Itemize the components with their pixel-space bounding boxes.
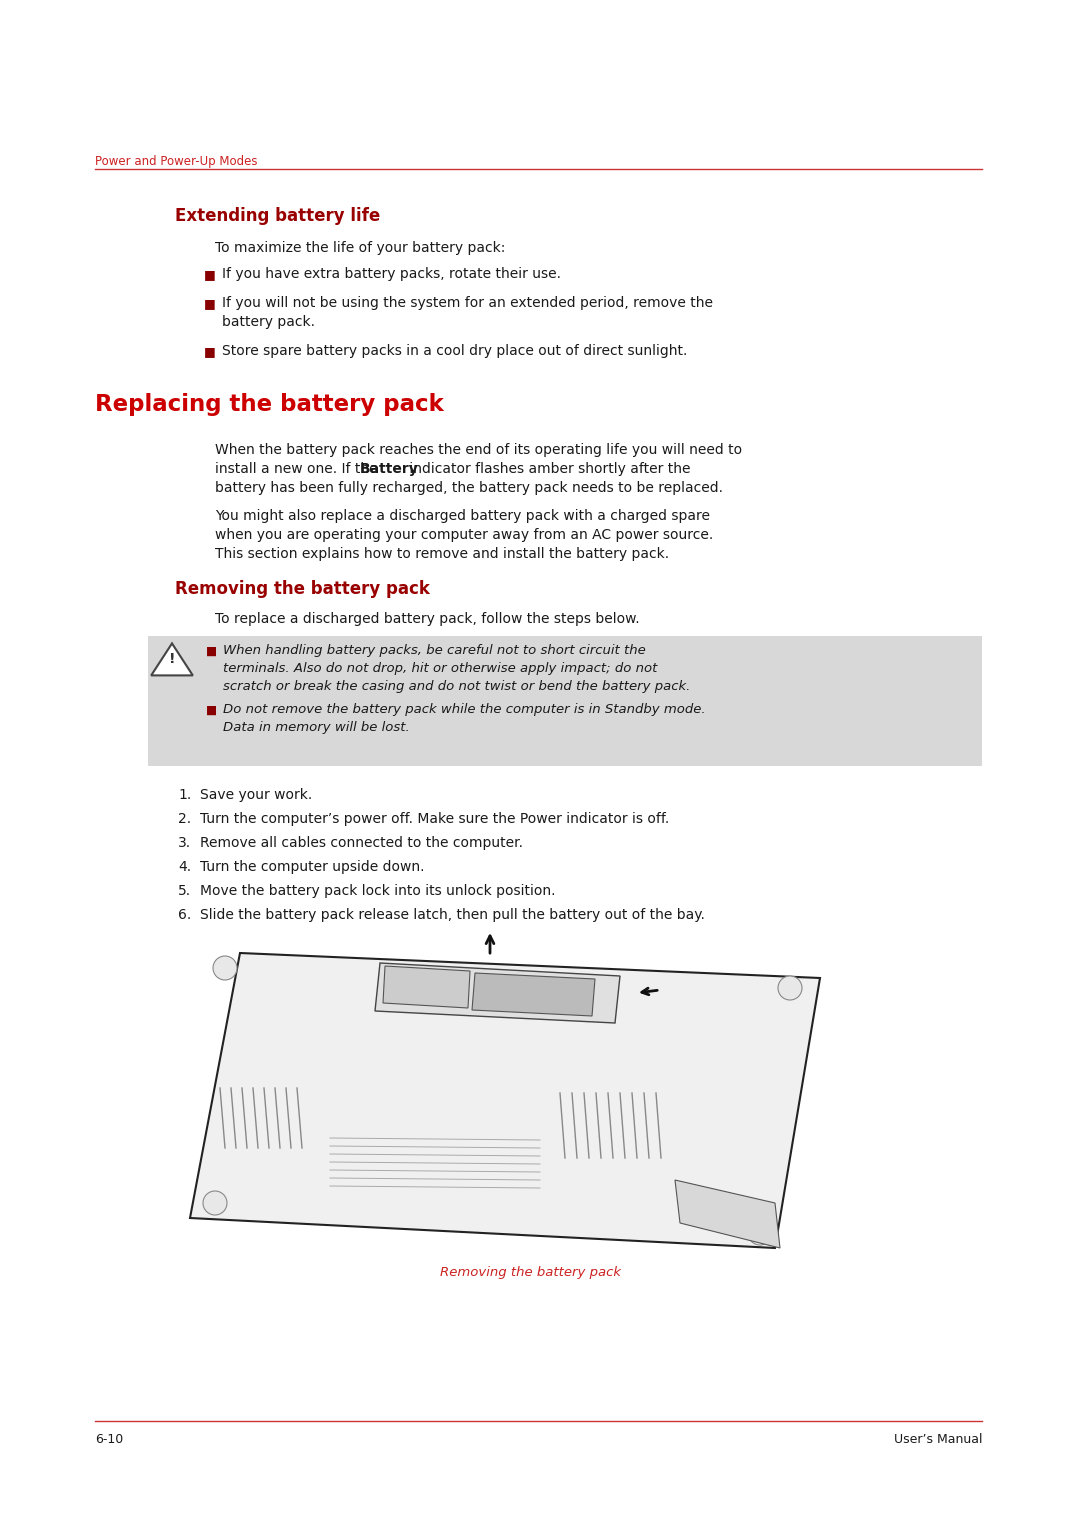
Text: When the battery pack reaches the end of its operating life you will need to: When the battery pack reaches the end of… bbox=[215, 443, 742, 457]
Text: 4.: 4. bbox=[178, 860, 191, 874]
Text: 2.: 2. bbox=[178, 811, 191, 827]
Text: install a new one. If the: install a new one. If the bbox=[215, 461, 382, 477]
Text: Remove all cables connected to the computer.: Remove all cables connected to the compu… bbox=[200, 836, 523, 850]
Polygon shape bbox=[151, 643, 193, 675]
Text: Save your work.: Save your work. bbox=[200, 788, 312, 802]
Text: To replace a discharged battery pack, follow the steps below.: To replace a discharged battery pack, fo… bbox=[215, 613, 639, 626]
Text: Extending battery life: Extending battery life bbox=[175, 206, 380, 225]
Circle shape bbox=[203, 1190, 227, 1215]
Polygon shape bbox=[675, 1180, 780, 1248]
Text: !: ! bbox=[168, 652, 175, 666]
Text: Move the battery pack lock into its unlock position.: Move the battery pack lock into its unlo… bbox=[200, 885, 555, 898]
Text: indicator flashes amber shortly after the: indicator flashes amber shortly after th… bbox=[405, 461, 690, 477]
Text: Do not remove the battery pack while the computer is in Standby mode.: Do not remove the battery pack while the… bbox=[222, 703, 705, 717]
Text: Turn the computer’s power off. Make sure the Power indicator is off.: Turn the computer’s power off. Make sure… bbox=[200, 811, 670, 827]
Polygon shape bbox=[375, 963, 620, 1024]
Text: ■: ■ bbox=[204, 345, 216, 358]
Text: battery pack.: battery pack. bbox=[222, 315, 315, 329]
Text: ■: ■ bbox=[204, 267, 216, 281]
Text: ■: ■ bbox=[206, 645, 217, 659]
Circle shape bbox=[778, 976, 802, 999]
Circle shape bbox=[213, 957, 237, 979]
Polygon shape bbox=[190, 953, 820, 1248]
Circle shape bbox=[748, 1221, 772, 1245]
Polygon shape bbox=[383, 966, 470, 1008]
Text: battery has been fully recharged, the battery pack needs to be replaced.: battery has been fully recharged, the ba… bbox=[215, 481, 723, 495]
Text: 5.: 5. bbox=[178, 885, 191, 898]
Text: Store spare battery packs in a cool dry place out of direct sunlight.: Store spare battery packs in a cool dry … bbox=[222, 344, 687, 358]
Text: terminals. Also do not drop, hit or otherwise apply impact; do not: terminals. Also do not drop, hit or othe… bbox=[222, 662, 658, 675]
Text: To maximize the life of your battery pack:: To maximize the life of your battery pac… bbox=[215, 241, 505, 255]
Text: Battery: Battery bbox=[360, 461, 418, 477]
Text: Turn the computer upside down.: Turn the computer upside down. bbox=[200, 860, 424, 874]
Text: This section explains how to remove and install the battery pack.: This section explains how to remove and … bbox=[215, 547, 670, 561]
Text: If you will not be using the system for an extended period, remove the: If you will not be using the system for … bbox=[222, 296, 713, 310]
Text: ■: ■ bbox=[206, 704, 217, 717]
Polygon shape bbox=[472, 973, 595, 1016]
Text: User’s Manual: User’s Manual bbox=[893, 1433, 982, 1445]
Text: You might also replace a discharged battery pack with a charged spare: You might also replace a discharged batt… bbox=[215, 509, 710, 523]
Bar bbox=[148, 636, 982, 766]
Text: 3.: 3. bbox=[178, 836, 191, 850]
Text: When handling battery packs, be careful not to short circuit the: When handling battery packs, be careful … bbox=[222, 643, 646, 657]
Text: 1.: 1. bbox=[178, 788, 191, 802]
Text: Slide the battery pack release latch, then pull the battery out of the bay.: Slide the battery pack release latch, th… bbox=[200, 908, 705, 921]
Text: Data in memory will be lost.: Data in memory will be lost. bbox=[222, 721, 409, 733]
Text: If you have extra battery packs, rotate their use.: If you have extra battery packs, rotate … bbox=[222, 267, 561, 281]
Text: Power and Power-Up Modes: Power and Power-Up Modes bbox=[95, 154, 257, 168]
Text: Removing the battery pack: Removing the battery pack bbox=[440, 1267, 621, 1279]
Text: Replacing the battery pack: Replacing the battery pack bbox=[95, 393, 444, 416]
Text: when you are operating your computer away from an AC power source.: when you are operating your computer awa… bbox=[215, 529, 713, 542]
Text: ■: ■ bbox=[204, 296, 216, 310]
Text: Removing the battery pack: Removing the battery pack bbox=[175, 581, 430, 597]
Text: 6-10: 6-10 bbox=[95, 1433, 123, 1445]
Text: 6.: 6. bbox=[178, 908, 191, 921]
Text: scratch or break the casing and do not twist or bend the battery pack.: scratch or break the casing and do not t… bbox=[222, 680, 690, 694]
